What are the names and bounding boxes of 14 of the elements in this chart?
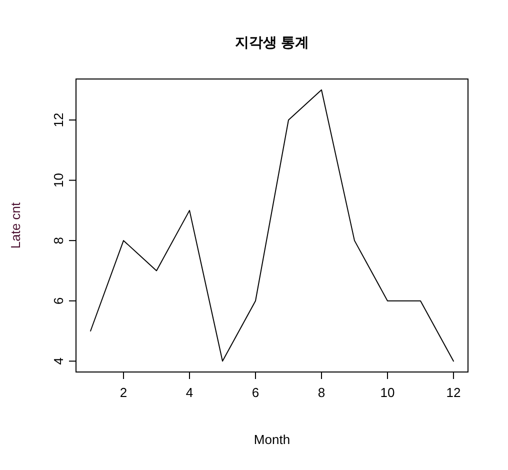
y-tick-label: 10: [51, 173, 66, 188]
y-tick-label: 12: [51, 112, 66, 128]
y-tick-label: 6: [51, 297, 66, 304]
y-tick-label: 8: [51, 236, 66, 244]
x-tick-label: 2: [120, 385, 128, 400]
x-tick-label: 8: [318, 385, 326, 400]
y-tick-label: 4: [51, 358, 66, 365]
chart-title: 지각생 통계: [235, 34, 309, 50]
y-axis-title: Late cnt: [8, 202, 23, 249]
x-tick-label: 4: [186, 385, 194, 400]
x-tick-label: 12: [446, 385, 461, 400]
x-axis-title: Month: [254, 432, 290, 447]
x-tick-label: 10: [380, 385, 395, 400]
x-tick-label: 6: [252, 385, 260, 400]
